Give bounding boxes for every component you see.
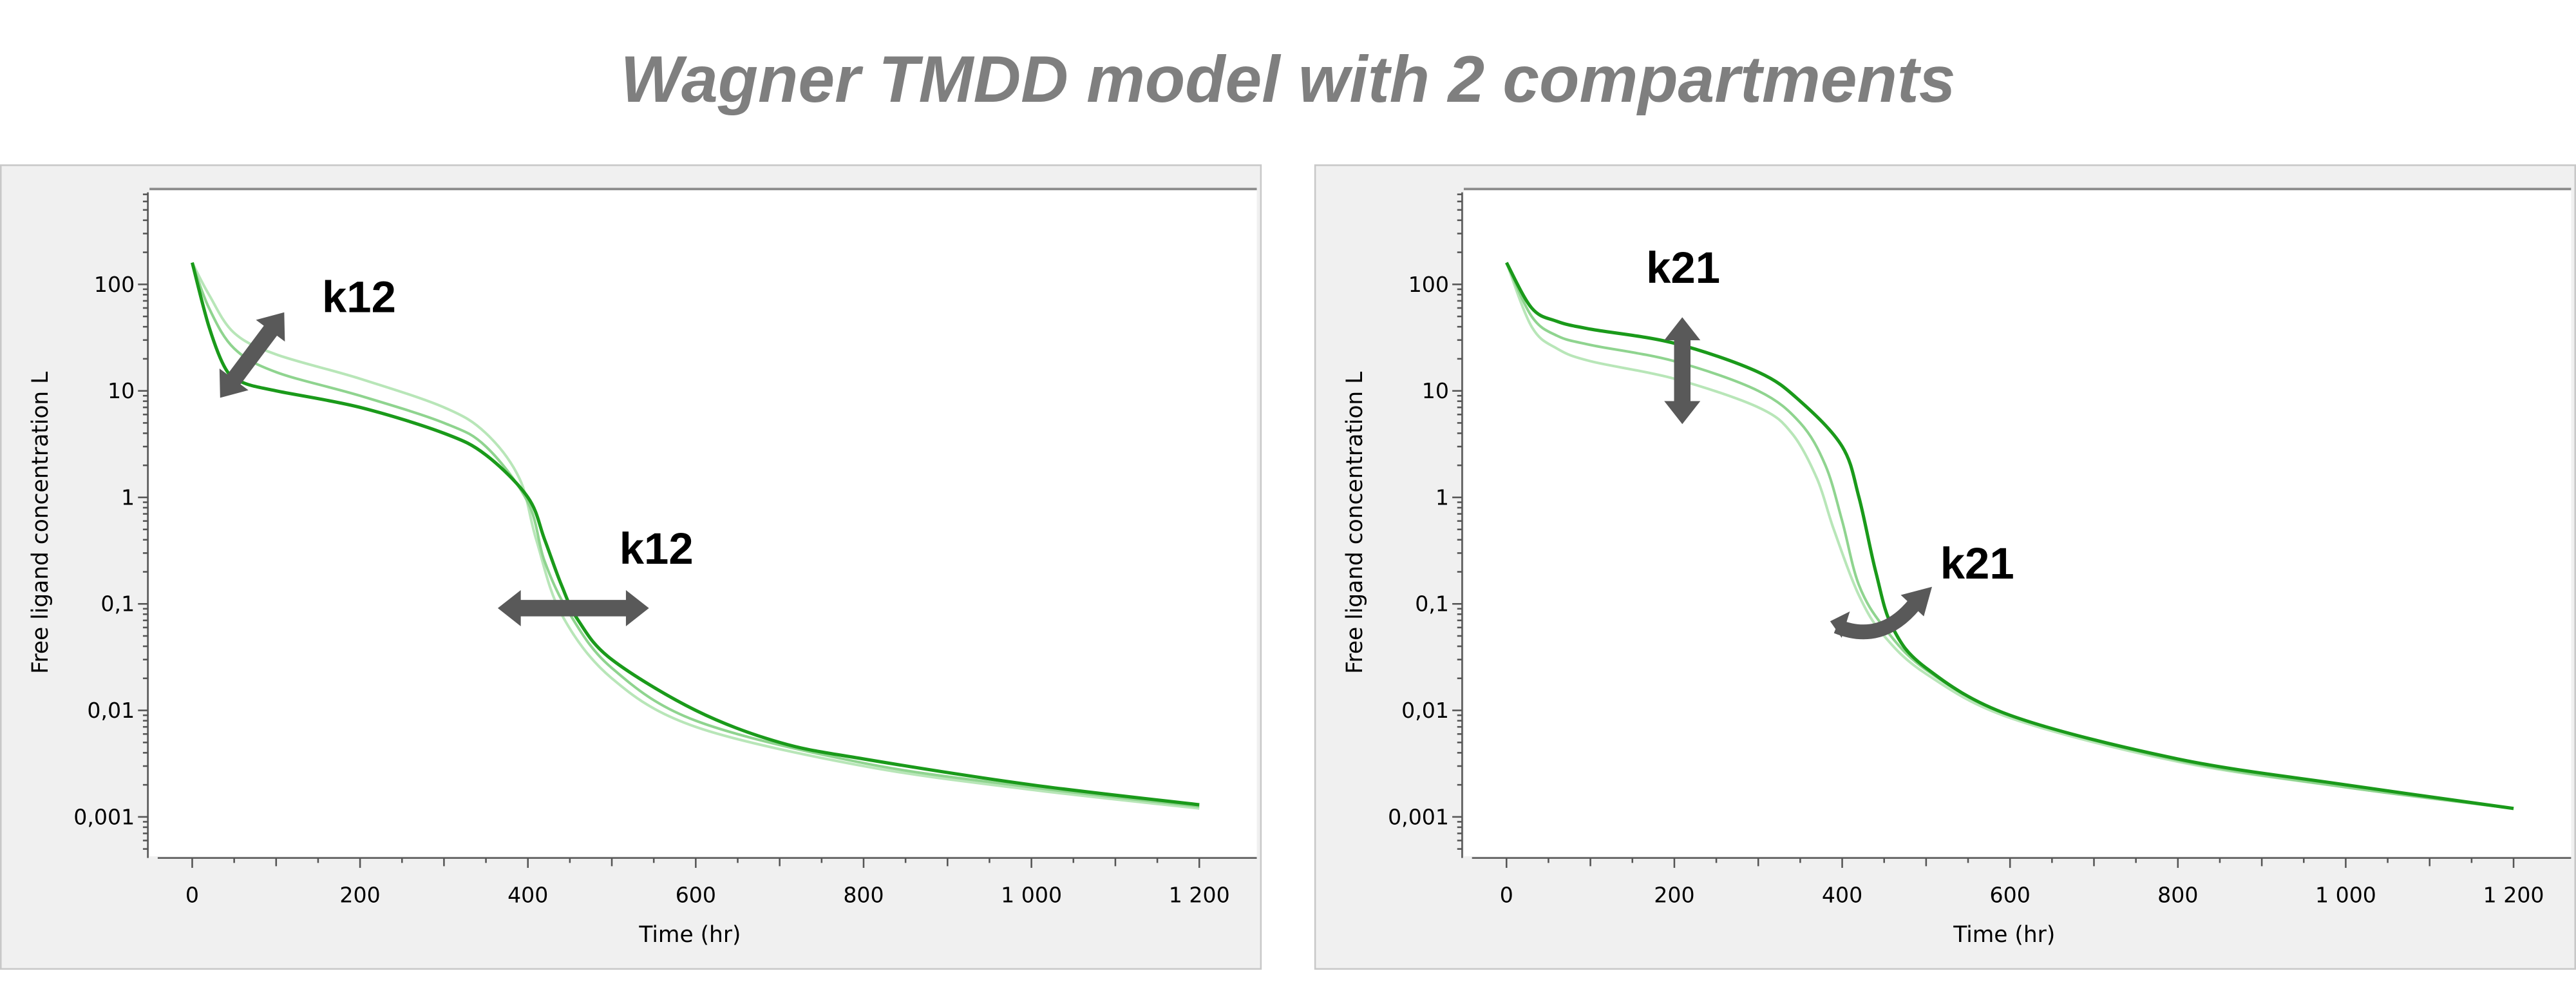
- x-tick-label: 0: [185, 883, 199, 908]
- x-axis-label: Time (hr): [638, 922, 741, 948]
- series-line-dark: [191, 262, 1200, 807]
- x-tick-label: 400: [1822, 883, 1862, 908]
- curved-arrow-icon: [1833, 600, 1920, 640]
- x-tick-label: 800: [843, 883, 884, 908]
- series-line-light: [191, 262, 1200, 810]
- double-arrow-icon: [497, 590, 649, 626]
- y-tick-label: 0,001: [73, 804, 135, 829]
- x-axis-label: Time (hr): [1953, 922, 2055, 948]
- curved-arrow-head-icon: [1900, 586, 1932, 617]
- double-arrow-icon: [1664, 317, 1701, 425]
- y-tick-label: 100: [94, 272, 135, 297]
- x-tick-label: 400: [507, 883, 548, 908]
- left-chart-panel: 100 10 1 0,1 0,01 0,001 0 200 400 600 800 1 000 1 20…: [0, 164, 1262, 970]
- right-chart-panel: 100 10 1 0,1 0,01 0,001 0 200 400 600 800 1 000 1 20…: [1314, 164, 2576, 970]
- y-tick-label: 0,01: [1401, 698, 1449, 723]
- y-tick-label: 100: [1408, 272, 1449, 297]
- figure-title: Wagner TMDD model with 2 compartments: [620, 43, 1955, 116]
- x-tick-label: 1 200: [1169, 883, 1230, 908]
- y-tick-label: 1: [1435, 485, 1449, 510]
- x-tick-label: 1 000: [1001, 883, 1062, 908]
- y-tick-label: 1: [121, 485, 135, 510]
- curved-arrow-tail-icon: [1830, 611, 1850, 638]
- plot-area: [149, 189, 1257, 857]
- x-tick-label: 600: [676, 883, 716, 908]
- double-arrow-icon: [219, 312, 285, 398]
- annotation-label: k21: [1646, 243, 1720, 293]
- y-tick-label: 0,1: [100, 591, 135, 617]
- x-tick-label: 200: [1654, 883, 1694, 908]
- y-tick-label: 10: [108, 378, 135, 403]
- y-tick-label: 10: [1422, 378, 1449, 403]
- annotation-label: k12: [620, 524, 694, 573]
- x-tick-label: 1 200: [2483, 883, 2544, 908]
- y-tick-label: 0,01: [87, 698, 135, 723]
- x-tick-label: 0: [1500, 883, 1513, 908]
- annotation-label: k21: [1940, 539, 2014, 588]
- y-tick-label: 0,001: [1388, 804, 1449, 829]
- x-tick-label: 200: [339, 883, 380, 908]
- x-tick-label: 1 000: [2315, 883, 2376, 908]
- x-tick-label: 600: [1990, 883, 2031, 908]
- y-axis-label: Free ligand concentration L: [28, 372, 53, 674]
- annotation-label: k12: [322, 273, 396, 322]
- y-tick-label: 0,1: [1415, 591, 1449, 617]
- x-tick-label: 800: [2157, 883, 2198, 908]
- y-axis-label: Free ligand concentration L: [1342, 372, 1368, 674]
- plot-area: [1463, 189, 2571, 857]
- series-line-dark: [1505, 262, 2514, 811]
- series-line-mid: [191, 262, 1200, 808]
